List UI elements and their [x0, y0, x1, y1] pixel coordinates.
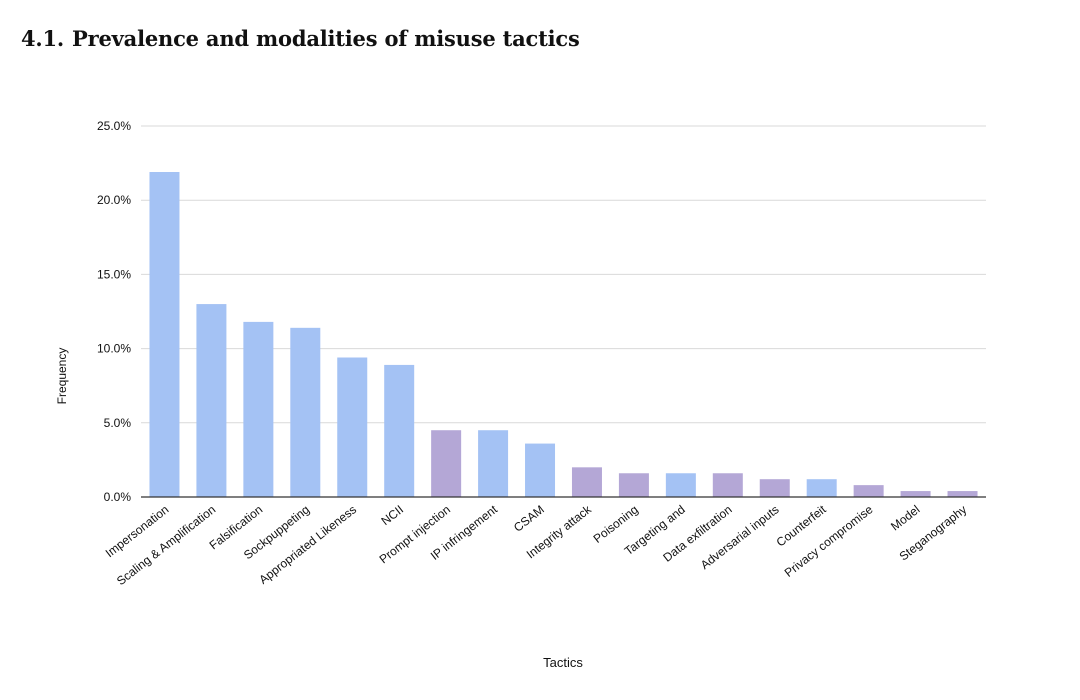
bar: [478, 430, 509, 497]
section-heading: 4.1. Prevalence and modalities of misuse …: [21, 26, 580, 51]
bar: [337, 357, 368, 497]
y-tick-label: 5.0%: [104, 416, 132, 430]
y-tick-label: 15.0%: [97, 267, 131, 281]
bars: [149, 172, 978, 497]
x-tick-label: Privacy compromise: [782, 502, 876, 580]
section-number: 4.1.: [21, 26, 65, 51]
x-axis-label: Tactics: [543, 655, 583, 670]
bar: [806, 479, 837, 497]
bar: [900, 491, 931, 497]
y-tick-labels: 0.0% 5.0% 10.0% 15.0% 20.0% 25.0%: [97, 119, 131, 504]
bar: [525, 443, 556, 497]
y-tick-label: 25.0%: [97, 119, 131, 133]
gridlines: [141, 125, 986, 424]
y-tick-label: 10.0%: [97, 342, 131, 356]
bar: [947, 491, 978, 497]
bar: [384, 364, 415, 497]
x-tick-label: Model: [888, 502, 922, 533]
bar: [243, 321, 274, 497]
section-title: Prevalence and modalities of misuse tact…: [72, 26, 580, 51]
bar: [149, 172, 180, 497]
bar: [196, 304, 227, 497]
bar: [431, 430, 462, 497]
bar: [759, 479, 790, 497]
x-tick-label: NCII: [379, 502, 407, 528]
x-tick-label: CSAM: [511, 502, 547, 534]
bar: [571, 467, 602, 497]
bar: [712, 473, 743, 497]
y-axis-label: Frequency: [55, 348, 69, 405]
y-tick-label: 0.0%: [104, 490, 132, 504]
bar: [618, 473, 649, 497]
bar: [853, 485, 884, 497]
x-tick-label: Adversarial inputs: [698, 502, 782, 572]
y-tick-label: 20.0%: [97, 193, 131, 207]
bar: [290, 327, 321, 497]
bar: [665, 473, 696, 497]
